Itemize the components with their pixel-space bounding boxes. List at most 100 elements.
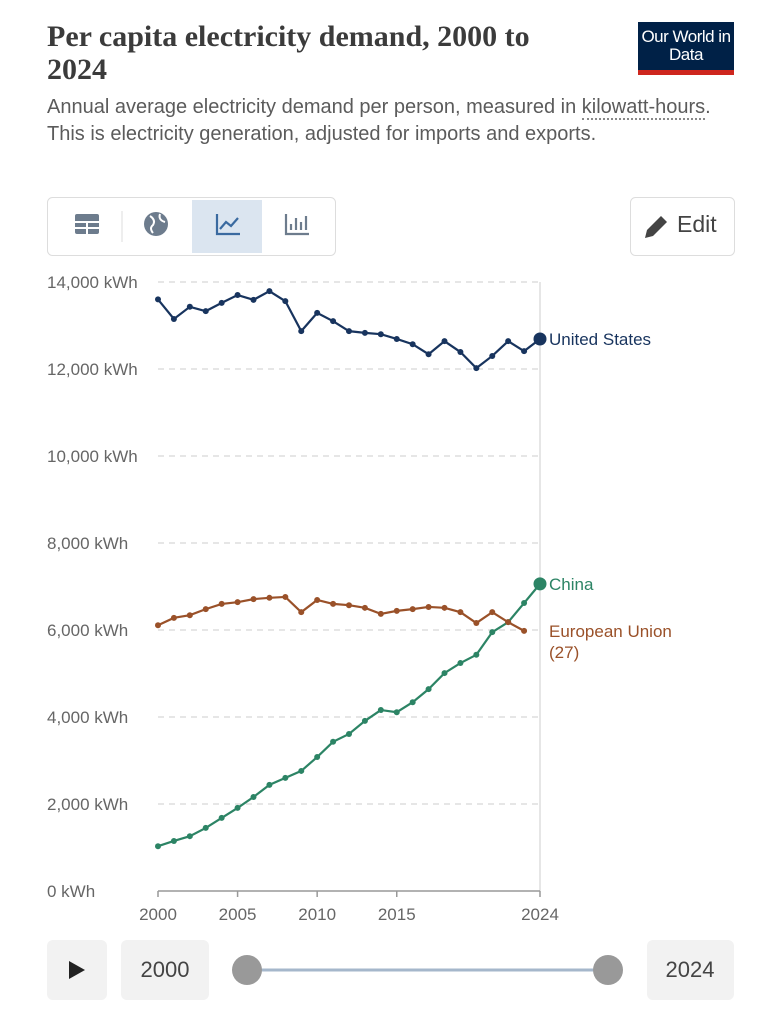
data-point [473,651,480,658]
data-point [533,577,547,591]
data-point [521,627,528,634]
y-tick-label: 4,000 kWh [47,708,128,727]
toolbar [47,197,336,256]
data-point [489,352,496,359]
subtitle-link[interactable]: kilowatt-hours [581,96,706,120]
data-point [218,600,225,607]
data-point [457,349,464,356]
subtitle-text: Annual average electricity demand per pe… [47,96,582,118]
data-point [441,670,448,677]
data-point [330,738,337,745]
subtitle-text: . This is electricity generation, adjust… [47,96,711,145]
data-point [330,600,337,607]
slider-handle[interactable] [593,955,623,985]
series-label: China [549,575,594,594]
start-year-button[interactable] [121,940,209,1000]
data-point [441,604,448,611]
data-point [425,351,432,358]
data-point [393,709,400,716]
x-tick-label: 2024 [521,905,559,924]
data-point [361,329,368,336]
data-point [393,335,400,342]
data-point [409,699,416,706]
data-point [282,298,289,305]
chart-icon [215,214,240,236]
data-point [457,609,464,616]
data-point [186,612,193,619]
data-point [298,767,305,774]
data-point [282,774,289,781]
end-year-button[interactable] [647,940,734,1000]
data-point [234,292,241,299]
y-tick-label: 12,000 kWh [47,360,138,379]
chart-tab[interactable] [192,200,262,253]
data-point [521,600,528,607]
data-point [346,602,352,609]
data-point [346,328,352,335]
data-point [314,596,321,603]
data-point [533,332,547,346]
data-point [282,593,289,600]
data-point [155,843,161,850]
slider-handle[interactable] [232,955,262,985]
data-point [505,619,512,626]
data-point [457,660,464,667]
series-line [157,583,541,848]
data-point [155,296,161,303]
series-line [157,595,525,632]
data-point [170,614,177,621]
data-point [186,303,193,310]
edit-label: Edit [677,211,717,237]
data-point [298,328,305,335]
data-point [377,331,384,338]
data-point [425,686,432,693]
data-point [441,338,448,345]
data-point [186,833,193,840]
data-point [330,318,337,325]
data-point [170,837,177,844]
series-label: United States [549,330,651,349]
x-tick-label: 2000 [139,905,177,924]
data-point [266,288,273,295]
data-point [489,609,496,616]
data-point [314,309,321,316]
logo[interactable]: Our World in Data [638,22,734,75]
y-tick-label: 0 kWh [47,882,95,901]
data-point [314,754,321,761]
data-point [250,296,257,303]
map-tab[interactable] [144,212,168,236]
y-tick-label: 10,000 kWh [47,447,138,466]
data-point [409,606,416,613]
data-point [250,794,257,801]
table-tab[interactable] [75,214,99,234]
data-point [266,781,273,788]
data-point [266,594,273,601]
data-point [346,730,352,737]
data-point [473,365,480,372]
data-point [218,299,225,306]
data-point [170,315,177,322]
data-point [234,599,241,606]
pencil-icon [645,216,667,238]
data-point [218,814,225,821]
data-point [425,603,432,610]
data-point [234,804,241,811]
edit-button[interactable] [630,197,735,256]
data-point [202,824,209,831]
x-tick-label: 2005 [219,905,257,924]
data-point [377,610,384,617]
x-tick-label: 2015 [378,905,416,924]
data-point [489,629,496,636]
data-point [409,341,416,348]
start-year: 2000 [141,957,190,982]
data-point [361,604,368,611]
y-tick-label: 8,000 kWh [47,534,128,553]
data-point [505,338,512,345]
data-point [361,717,368,724]
bar-tab[interactable] [284,214,309,236]
data-point [377,707,384,714]
data-point [298,609,305,616]
data-point [155,622,161,629]
data-point [393,607,400,614]
